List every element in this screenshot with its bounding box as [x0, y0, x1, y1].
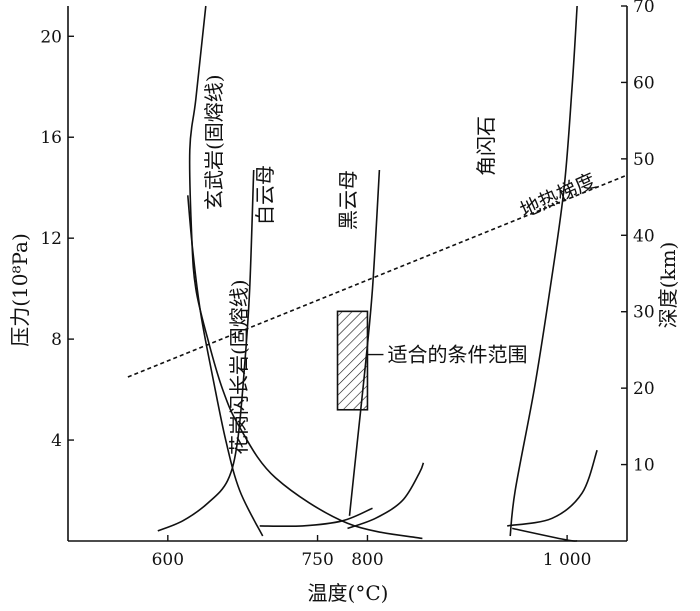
label-basalt-solidus: 玄武岩(固熔线) — [202, 74, 226, 210]
y-right-tick-label-1: 20 — [633, 379, 655, 399]
y-right-tick-label-0: 10 — [633, 456, 655, 476]
y-left-tick-label-4: 20 — [40, 27, 62, 47]
label-muscovite: 白云母 — [253, 165, 277, 225]
geotherm-line — [127, 174, 628, 378]
curve-5 — [347, 462, 425, 530]
curve-2 — [157, 169, 255, 532]
y-left-tick-label-3: 16 — [40, 128, 62, 148]
y-right-tick-label-3: 40 — [633, 226, 655, 246]
y-right-tick-label-6: 70 — [633, 0, 655, 17]
axis-ticks: 600 750 800 1 000 4 8 12 16 20 10 20 30 40 50 60 70 — [40, 0, 654, 570]
label-amphibole: 角闪石 — [474, 116, 498, 176]
phase-curves — [157, 5, 598, 542]
label-granodiorite-solidus: 花岗闪长岩(固熔线) — [227, 279, 251, 455]
y-right-tick-label-5: 60 — [633, 73, 655, 93]
x-axis-title: 温度(°C) — [308, 581, 389, 605]
suitable-zone-label: 适合的条件范围 — [387, 343, 527, 367]
curve-1 — [187, 195, 264, 537]
x-tick-label-3: 1 000 — [543, 550, 592, 570]
curve-6 — [259, 507, 373, 528]
plot-frame — [67, 6, 628, 542]
y-left-tick-label-2: 12 — [40, 229, 62, 249]
suitable-zone-box — [336, 310, 369, 411]
curve-0 — [188, 5, 423, 540]
y-left-tick-label-0: 4 — [51, 431, 62, 451]
label-geotherm: 地热梯度 — [516, 168, 599, 222]
y-right-tick-label-4: 50 — [633, 150, 655, 170]
y-right-axis-title: 深度(km) — [656, 242, 680, 329]
x-tick-label-0: 600 — [152, 550, 184, 570]
curve-8 — [512, 527, 578, 542]
x-tick-label-2: 800 — [351, 550, 383, 570]
y-left-tick-label-1: 8 — [51, 330, 62, 350]
y-right-tick-label-2: 30 — [633, 303, 655, 323]
y-left-axis-title: 压力(10⁸Pa) — [8, 233, 32, 347]
label-biotite: 黑云母 — [336, 170, 360, 230]
curve-4 — [509, 5, 578, 537]
curve-7 — [507, 449, 598, 527]
x-tick-label-1: 750 — [301, 550, 333, 570]
